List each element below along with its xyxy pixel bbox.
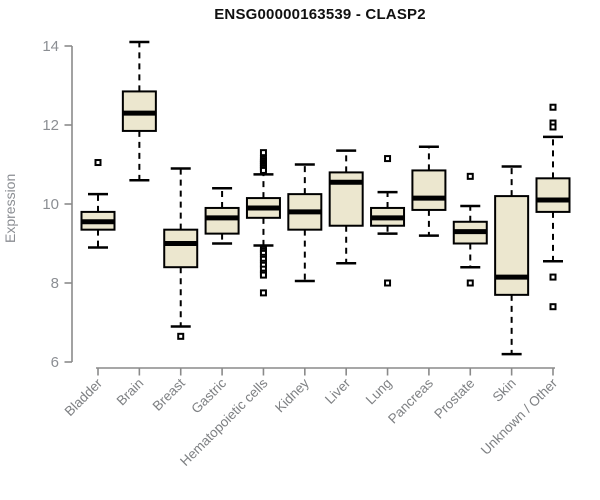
outlier-point bbox=[259, 149, 267, 157]
outlier-point bbox=[466, 172, 474, 180]
y-axis: 6 8 10 12 14 bbox=[42, 38, 73, 371]
outlier-point bbox=[549, 273, 557, 281]
outlier-point bbox=[549, 123, 557, 131]
x-tick-label-gastric: Gastric bbox=[188, 375, 229, 416]
x-tick-label-unknown-other: Unknown / Other bbox=[478, 375, 561, 458]
box-gastric bbox=[204, 186, 240, 245]
box-pancreas bbox=[411, 145, 447, 237]
outlier-point bbox=[466, 279, 474, 287]
y-axis-title: Expression bbox=[2, 173, 18, 243]
outlier-point bbox=[259, 289, 267, 297]
box-prostate bbox=[452, 172, 488, 287]
iqr-box bbox=[411, 169, 447, 211]
y-tick-label: 12 bbox=[42, 117, 59, 134]
y-tick-label: 8 bbox=[51, 275, 59, 292]
y-tick-label: 10 bbox=[42, 196, 59, 213]
outlier-point bbox=[259, 166, 267, 174]
y-tick-label: 14 bbox=[42, 38, 59, 55]
x-tick-label-prostate: Prostate bbox=[431, 376, 477, 422]
y-tick-label: 6 bbox=[51, 354, 59, 371]
x-tick-label-kidney: Kidney bbox=[272, 375, 312, 415]
box-skin bbox=[494, 165, 530, 356]
outlier-point bbox=[177, 332, 185, 340]
x-tick-label-pancreas: Pancreas bbox=[385, 375, 436, 426]
box-kidney bbox=[287, 163, 323, 283]
box-liver bbox=[328, 149, 364, 265]
outlier-point bbox=[384, 155, 392, 163]
outlier-point bbox=[549, 103, 557, 111]
x-tick-label-lung: Lung bbox=[363, 376, 395, 408]
box-lung bbox=[370, 155, 406, 287]
box-breast bbox=[163, 167, 199, 340]
x-tick-label-bladder: Bladder bbox=[62, 375, 106, 419]
x-tick-label-skin: Skin bbox=[490, 376, 519, 405]
outlier-point bbox=[94, 159, 102, 167]
outlier-point bbox=[259, 271, 267, 279]
box-unknown-other bbox=[535, 103, 571, 311]
x-tick-label-brain: Brain bbox=[114, 376, 147, 409]
iqr-box bbox=[163, 228, 199, 269]
outlier-point bbox=[384, 279, 392, 287]
box-hematopoietic-cells bbox=[245, 149, 281, 297]
iqr-box bbox=[535, 177, 571, 213]
chart-title: ENSG00000163539 - CLASP2 bbox=[214, 6, 426, 23]
x-tick-label-liver: Liver bbox=[322, 375, 354, 407]
iqr-box bbox=[204, 206, 240, 235]
box-bladder bbox=[80, 159, 116, 249]
iqr-box bbox=[494, 195, 530, 296]
outlier-point bbox=[549, 303, 557, 311]
x-tick-label-breast: Breast bbox=[150, 375, 188, 413]
box-brain bbox=[121, 40, 157, 182]
